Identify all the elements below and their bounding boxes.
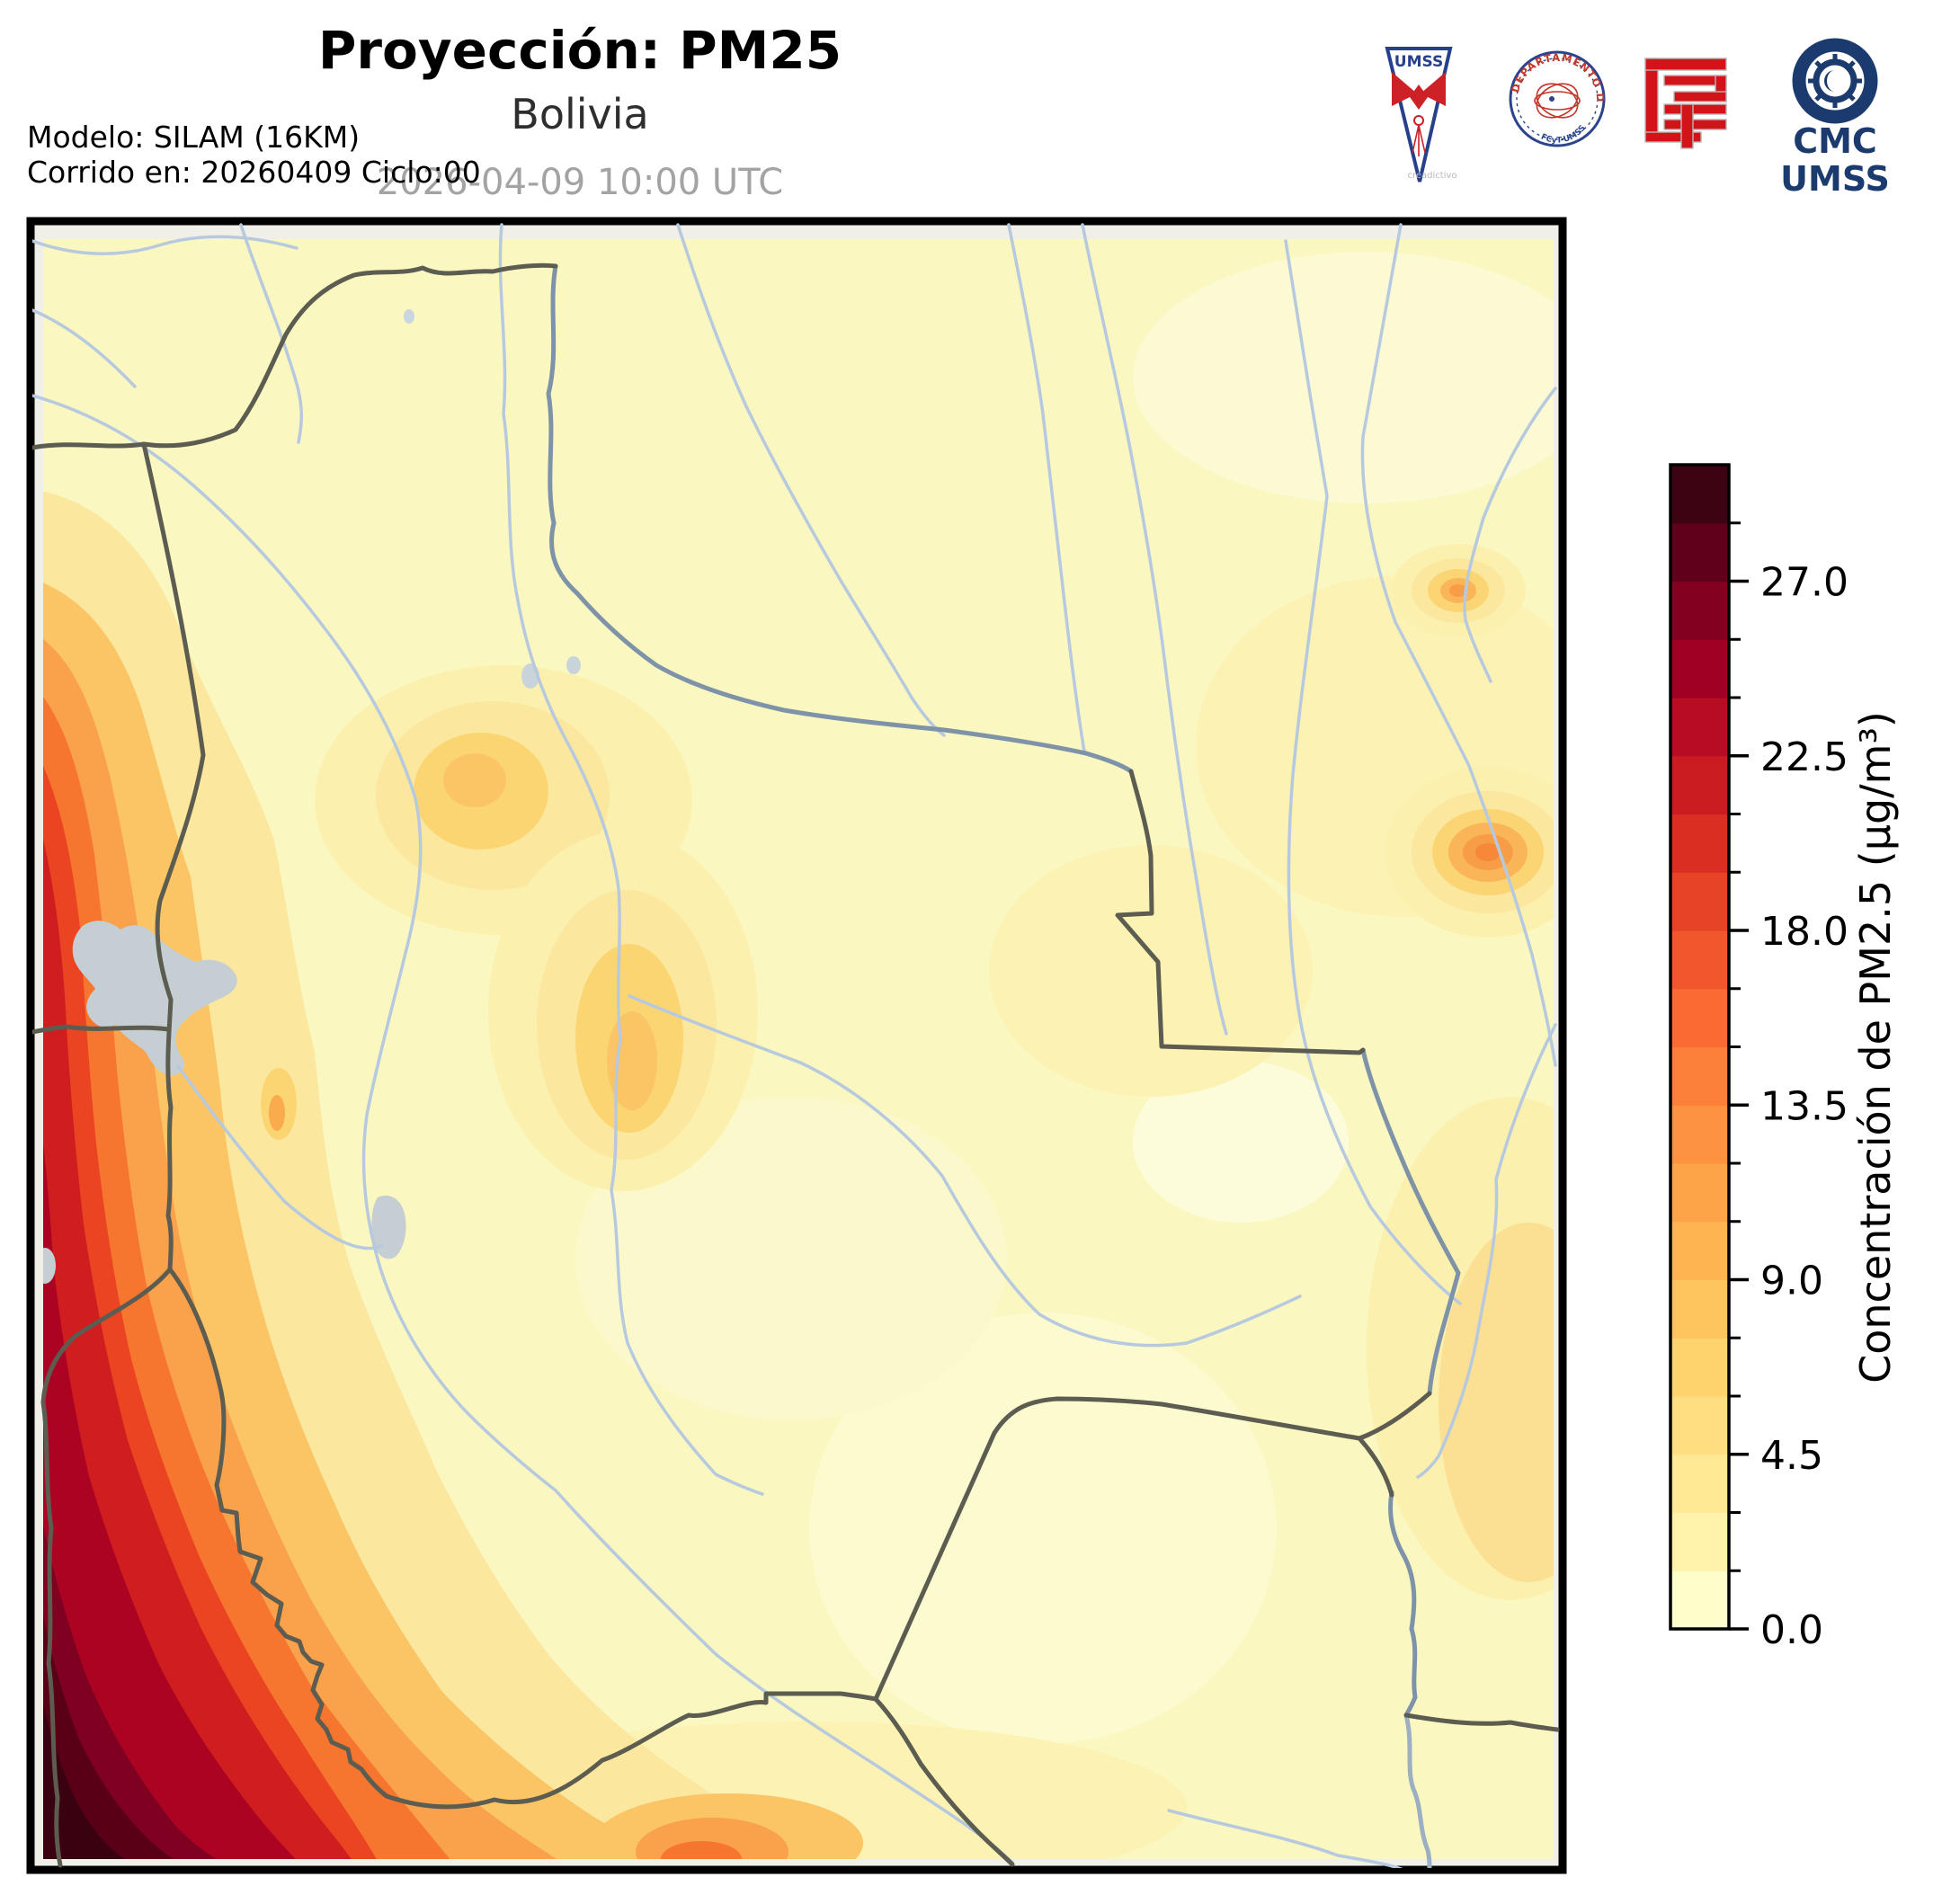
page-title: Proyección: PM25 — [317, 20, 842, 81]
pm25-field — [43, 239, 1554, 1859]
colorbar-tick-label: 13.5 — [1760, 1083, 1848, 1129]
colorbar-segment — [1670, 1454, 1729, 1514]
fcyt-glyph-logo — [1644, 58, 1727, 149]
colorbar: 27.0 22.5 18.0 13.5 9.0 4.5 0.0 — [1669, 463, 1848, 1653]
colorbar-segment — [1670, 639, 1729, 698]
forecast-datetime: 2026-04-09 10:00 UTC — [376, 162, 784, 203]
page-subtitle: Bolivia — [511, 90, 649, 138]
cmc-umss-logo: CMC UMSS — [1780, 38, 1890, 199]
colorbar-segment — [1670, 872, 1729, 931]
colorbar-tick-label: 9.0 — [1760, 1259, 1823, 1304]
border-river-lines — [546, 263, 1461, 1868]
colorbar-segment — [1670, 465, 1729, 524]
colorbar-segment — [1670, 814, 1729, 873]
colorbar-tick-label: 18.0 — [1760, 909, 1848, 955]
colorbar-tick-label: 0.0 — [1760, 1607, 1823, 1653]
lake-poopo — [371, 1196, 406, 1259]
colorbar-segment — [1670, 1279, 1729, 1339]
colorbar-segment — [1670, 1221, 1729, 1281]
colorbar-segment — [1670, 1512, 1729, 1571]
colorbar-segment — [1670, 1338, 1729, 1397]
colorbar-segment — [1670, 698, 1729, 757]
colorbar-tick-label: 4.5 — [1760, 1433, 1823, 1479]
pennant-watermark: creadictivo — [1407, 171, 1456, 181]
umss-pennant-label: UMSS — [1394, 53, 1443, 71]
colorbar-tick-label: 22.5 — [1760, 734, 1848, 780]
colorbar-segment — [1670, 1396, 1729, 1455]
colorbar-segment — [1670, 522, 1729, 583]
umss-pennant-logo: UMSS creadictivo — [1385, 47, 1457, 182]
cmc-label-bottom: UMSS — [1780, 159, 1890, 199]
colorbar-tick-label: 27.0 — [1760, 560, 1848, 606]
model-info: Modelo: SILAM (16KM) Corrido en: 2026040… — [27, 122, 481, 192]
physics-seal-logo: DEPARTAMENTO DE FÍSICA FCyT-UMSS — [1506, 34, 1606, 147]
model-name-line: Modelo: SILAM (16KM) — [27, 120, 361, 155]
colorbar-segment — [1670, 1105, 1729, 1164]
colorbar-segment — [1670, 755, 1729, 815]
boundary-lines — [32, 262, 1560, 1868]
colorbar-frame — [1669, 463, 1731, 1631]
river-lines — [32, 223, 1557, 1868]
colorbar-axis-label: Concentración de PM2.5 (µg/m³) — [1851, 711, 1900, 1384]
colorbar-segment — [1670, 930, 1729, 990]
colorbar-segment — [1670, 1163, 1729, 1223]
colorbar-segment — [1670, 1570, 1729, 1630]
lake-titicaca — [72, 921, 237, 1076]
colorbar-segment — [1670, 581, 1729, 640]
model-run-line: Corrido en: 20260409 Ciclo:00 — [27, 155, 481, 190]
colorbar-segment — [1670, 1046, 1729, 1106]
cmc-label-top: CMC — [1793, 121, 1877, 161]
colorbar-segment — [1670, 988, 1729, 1048]
